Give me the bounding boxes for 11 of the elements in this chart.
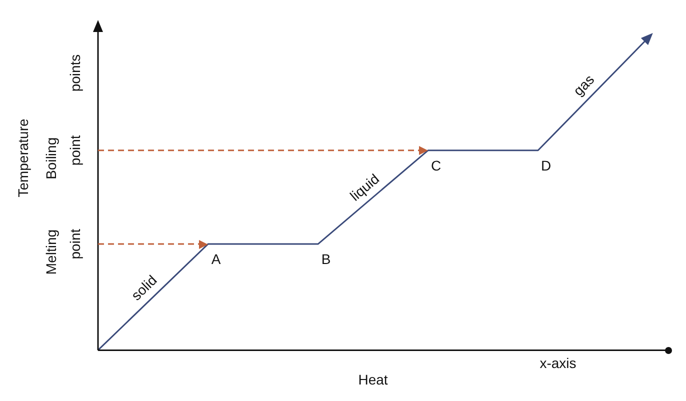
- y-axis-title: Temperature: [14, 118, 31, 198]
- ref-line-label: Melting point: [42, 228, 83, 275]
- x-axis-title: Heat: [358, 371, 388, 388]
- annotation: C: [430, 157, 442, 174]
- annotation: A: [211, 250, 222, 267]
- text: points: [66, 54, 83, 92]
- ref-line-label: Boiling point: [42, 135, 83, 180]
- annotation: D: [540, 157, 552, 174]
- annotation: B: [321, 250, 331, 267]
- annotation: gas: [570, 71, 598, 99]
- text: x-axis: [540, 355, 576, 372]
